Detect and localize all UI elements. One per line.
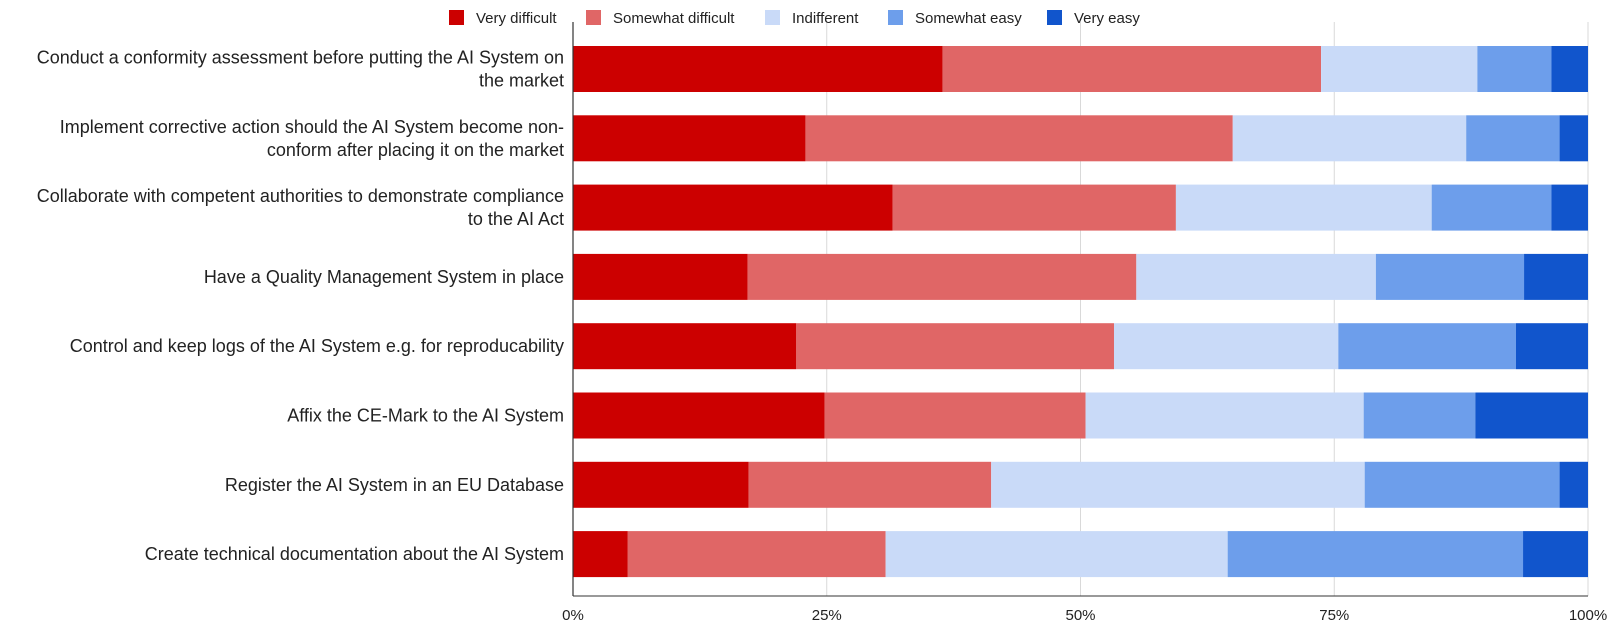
category-label: Affix the CE-Mark to the AI System (287, 406, 564, 426)
bar-segment (573, 461, 749, 508)
category-label: Control and keep logs of the AI System e… (70, 336, 564, 356)
bar-segment (627, 531, 886, 578)
category-label-line: Conduct a conformity assessment before p… (37, 48, 564, 68)
bar-segment (1227, 531, 1524, 578)
category-label: Register the AI System in an EU Database (225, 475, 564, 495)
legend-label: Very difficult (476, 10, 557, 27)
bar-segment (1559, 115, 1588, 162)
bar-segment (1431, 184, 1552, 231)
category-label-line: conform after placing it on the market (267, 140, 564, 160)
legend-swatch (888, 10, 903, 25)
category-label: Collaborate with competent authorities t… (37, 186, 564, 229)
bar-segment (1364, 461, 1560, 508)
bar-segment (1523, 531, 1588, 578)
bar-segment (1175, 184, 1432, 231)
x-tick-label: 75% (1319, 607, 1349, 624)
bar-segment (991, 461, 1365, 508)
bar-segment (1375, 253, 1525, 300)
category-label-line: the market (479, 71, 564, 91)
category-label-line: Collaborate with competent authorities t… (37, 186, 564, 206)
bar-segment (1136, 253, 1376, 300)
axes: 0% 25% 50% 75% 100% (562, 22, 1607, 624)
bar-segment (1085, 392, 1364, 439)
category-label-line: Control and keep logs of the AI System e… (70, 336, 564, 356)
bar-segment (1321, 46, 1478, 92)
bar-segment (573, 323, 797, 370)
x-tick-label: 25% (812, 607, 842, 624)
legend-label: Very easy (1074, 10, 1140, 27)
bar-segment (1515, 323, 1588, 370)
category-label: Conduct a conformity assessment before p… (37, 48, 564, 91)
bar-segment (573, 253, 748, 300)
legend-swatch (765, 10, 780, 25)
bar-segment (748, 461, 992, 508)
category-label-line: Have a Quality Management System in plac… (204, 267, 564, 287)
x-tick-label: 0% (562, 607, 584, 624)
legend-label: Somewhat easy (915, 10, 1022, 27)
category-label-line: Register the AI System in an EU Database (225, 475, 564, 495)
bar-segment (824, 392, 1086, 439)
x-tick-label: 50% (1065, 607, 1095, 624)
legend-swatch (1047, 10, 1062, 25)
bar-segment (892, 184, 1176, 231)
category-label: Create technical documentation about the… (145, 544, 564, 564)
bar-segment (573, 531, 628, 578)
bar-segment (796, 323, 1114, 370)
legend-label: Indifferent (792, 10, 859, 27)
category-label: Implement corrective action should the A… (60, 117, 564, 160)
bar-segment (1551, 184, 1588, 231)
category-label: Have a Quality Management System in plac… (204, 267, 564, 287)
bar-segment (885, 531, 1228, 578)
bar-segment (1466, 115, 1560, 162)
bar-segment (1232, 115, 1467, 162)
category-label-line: to the AI Act (468, 209, 564, 229)
bar-segment (1475, 392, 1588, 439)
bar-segment (805, 115, 1233, 162)
x-tick-label: 100% (1569, 607, 1607, 624)
legend: Very difficult Somewhat difficult Indiffer… (449, 10, 1140, 27)
legend-swatch (586, 10, 601, 25)
bar-segment (1559, 461, 1588, 508)
bar-segment (1338, 323, 1516, 370)
category-labels: Conduct a conformity assessment before p… (37, 48, 564, 565)
bar-segment (942, 46, 1322, 92)
legend-label: Somewhat difficult (613, 10, 735, 27)
category-label-line: Implement corrective action should the A… (60, 117, 564, 137)
bar-segment (1113, 323, 1339, 370)
bar-segment (573, 46, 943, 92)
category-label-line: Affix the CE-Mark to the AI System (287, 406, 564, 426)
bar-segment (1524, 253, 1588, 300)
bars (573, 46, 1588, 578)
bar-segment (573, 115, 806, 162)
category-label-line: Create technical documentation about the… (145, 544, 564, 564)
bar-segment (573, 184, 893, 231)
bar-segment (1363, 392, 1476, 439)
bar-segment (747, 253, 1137, 300)
gridlines (826, 22, 1589, 596)
bar-segment (1551, 46, 1588, 92)
bar-segment (573, 392, 825, 439)
legend-swatch (449, 10, 464, 25)
bar-segment (1477, 46, 1552, 92)
